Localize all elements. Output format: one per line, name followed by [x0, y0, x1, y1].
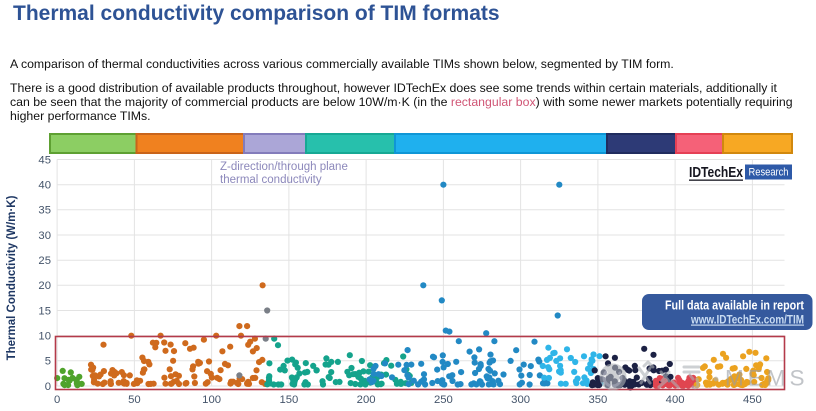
svg-text:MEMS: MEMS	[725, 366, 809, 391]
svg-text:35: 35	[38, 205, 51, 217]
svg-text:25: 25	[38, 255, 51, 267]
svg-text:10: 10	[38, 331, 51, 343]
svg-text:0: 0	[54, 394, 60, 406]
svg-text:300: 300	[511, 394, 530, 406]
svg-text:45: 45	[38, 154, 51, 166]
svg-text:350: 350	[588, 394, 607, 406]
svg-text:IDTechEx: IDTechEx	[689, 165, 743, 181]
svg-text:Thermal Conductivity (W/m·K): Thermal Conductivity (W/m·K)	[6, 195, 18, 360]
svg-text:15: 15	[38, 305, 51, 317]
svg-text:Z-direction/through plane: Z-direction/through plane	[220, 161, 348, 173]
svg-text:40: 40	[38, 180, 51, 192]
svg-text:www.IDTechEx.com/TIM: www.IDTechEx.com/TIM	[690, 313, 804, 327]
svg-text:thermal conductivity: thermal conductivity	[220, 174, 322, 186]
svg-text:30: 30	[38, 230, 51, 242]
svg-text:150: 150	[279, 394, 298, 406]
svg-text:400: 400	[666, 394, 685, 406]
svg-text:450: 450	[743, 394, 762, 406]
svg-text:Research: Research	[749, 167, 789, 179]
svg-text:0: 0	[45, 381, 51, 393]
svg-text:20: 20	[38, 280, 51, 292]
svg-text:50: 50	[128, 394, 141, 406]
svg-text:Full data available in report: Full data available in report	[665, 299, 805, 313]
svg-text:5: 5	[45, 356, 51, 368]
svg-text:100: 100	[202, 394, 221, 406]
svg-text:250: 250	[434, 394, 453, 406]
svg-text:200: 200	[357, 394, 376, 406]
